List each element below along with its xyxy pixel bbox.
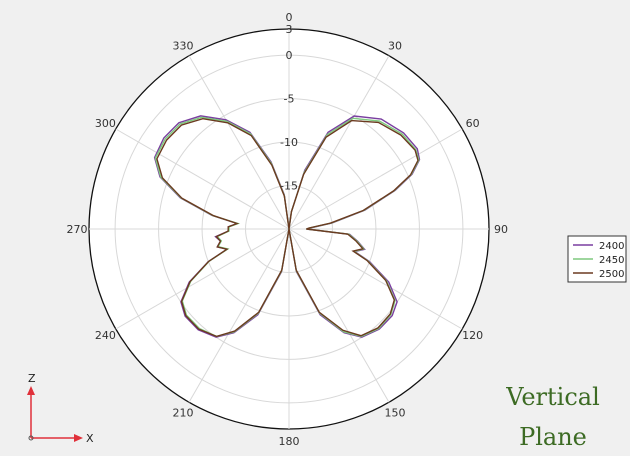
legend: 2400 2450 2500 xyxy=(567,235,627,283)
angle-tick-label: 330 xyxy=(173,39,194,52)
z-axis-label: Z xyxy=(28,372,36,385)
xz-axes-icon: Z X xyxy=(27,372,94,445)
grid-spoke xyxy=(288,228,390,403)
grid-spoke xyxy=(188,228,290,403)
angle-tick-label: 300 xyxy=(95,117,116,130)
series-layer xyxy=(153,115,421,338)
caption-vertical: Vertical xyxy=(506,383,600,411)
radial-tick-label: -5 xyxy=(284,93,295,106)
legend-label: 2400 xyxy=(599,241,624,252)
tick-labels: 030609012015018021024027030033030-5-10-1… xyxy=(67,11,509,448)
radial-tick-label: 3 xyxy=(286,23,293,36)
angle-tick-label: 30 xyxy=(388,39,402,52)
grid-spoke xyxy=(115,128,290,230)
grid-spoke xyxy=(115,228,290,330)
angle-tick-label: 210 xyxy=(173,407,194,420)
x-axis-arrow-icon xyxy=(74,434,83,442)
angle-tick-label: 270 xyxy=(67,223,88,236)
legend-label: 2450 xyxy=(599,255,624,266)
radial-tick-label: -10 xyxy=(280,136,298,149)
radial-tick-label: 0 xyxy=(286,49,293,62)
grid-spoke xyxy=(288,228,463,330)
x-axis-label: X xyxy=(86,432,94,445)
angle-tick-label: 0 xyxy=(286,11,293,24)
angle-tick-label: 240 xyxy=(95,329,116,342)
grid-spoke xyxy=(288,128,463,230)
angle-tick-label: 90 xyxy=(494,223,508,236)
caption-plane: Plane xyxy=(519,423,587,451)
z-axis-arrow-icon xyxy=(27,386,35,395)
angle-tick-label: 150 xyxy=(385,407,406,420)
angle-tick-label: 120 xyxy=(462,329,483,342)
grid-spoke xyxy=(288,55,390,230)
radial-tick-label: -15 xyxy=(280,180,298,193)
series-line-2500 xyxy=(156,117,419,338)
legend-label: 2500 xyxy=(599,269,624,280)
origin-dot xyxy=(28,435,34,441)
grid-spoke xyxy=(188,55,290,230)
angle-tick-label: 60 xyxy=(466,117,480,130)
angle-tick-label: 180 xyxy=(279,435,300,448)
